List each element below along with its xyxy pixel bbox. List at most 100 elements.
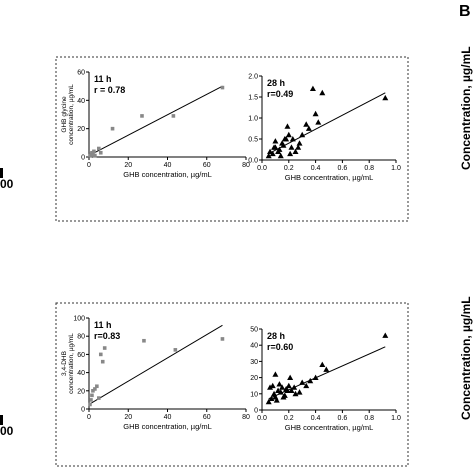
scatter-plot-4: 0.0 0.2 0.4 0.6 0.8 1.0 0 10 20 30 40 50 GHB concent… [250, 327, 401, 433]
y-tick-label: 10 [250, 391, 258, 398]
right-axis-label-bottom: Concentration, µg/mL [459, 296, 473, 420]
x-tick-label: 0.8 [364, 165, 374, 172]
data-point [91, 152, 95, 156]
y-tick-label: 40 [77, 370, 85, 377]
data-point [271, 144, 278, 150]
data-point [292, 148, 299, 154]
y-tick-label: 1.5 [248, 95, 258, 102]
edge-mark-bottom [0, 415, 3, 425]
annotation-time: 28 h [267, 331, 285, 341]
data-point [273, 397, 280, 403]
scatter-plot-2: 0.0 0.2 0.4 0.6 0.8 1.0 0.0 0.5 1.0 1.5 2.0 GHB con… [248, 74, 401, 183]
data-point [268, 395, 275, 402]
data-point [289, 136, 296, 142]
data-point [299, 131, 306, 138]
data-point [292, 390, 299, 397]
data-point [98, 352, 103, 357]
panel-letter-b: B [459, 3, 471, 20]
data-point [173, 348, 178, 352]
data-point [95, 384, 99, 389]
annotation-r: r=0.60 [267, 342, 293, 352]
x-tick-label: 60 [203, 414, 211, 421]
y-tick-label: 30 [250, 359, 258, 366]
x-tick-label: 60 [203, 162, 211, 169]
data-point [93, 153, 97, 158]
y-tick-label: 40 [250, 343, 258, 350]
data-point [171, 114, 176, 118]
y-tick-label: 20 [77, 126, 85, 133]
data-point [276, 381, 283, 387]
x-axis-label: GHB concentration, µg/mL [123, 170, 212, 179]
x-axis-label: GHB concentration, µg/mL [285, 173, 374, 182]
data-point [277, 152, 284, 159]
data-point [140, 114, 144, 118]
y-tick-label: 2.0 [248, 74, 258, 81]
y-tick-label: 0.5 [248, 137, 258, 144]
x-tick-label: 1.0 [391, 165, 401, 172]
data-point [291, 384, 298, 390]
data-point [284, 387, 291, 393]
right-axis-label-top: Concentration, µg/mL [459, 46, 473, 170]
x-tick-label: 80 [242, 162, 250, 169]
y-tick-label: 0 [81, 155, 85, 162]
x-tick-label: 0.8 [364, 415, 374, 422]
data-point [307, 377, 314, 384]
data-point [267, 148, 274, 154]
data-point [287, 374, 294, 380]
group-frame-bottom [55, 302, 409, 467]
y-tick-label: 80 [77, 334, 85, 341]
y-axis-label-line2: concentration, µg/mL [68, 84, 75, 145]
x-tick-label: 0.4 [311, 415, 321, 422]
data-point [97, 146, 101, 151]
y-tick-label: 1.0 [248, 116, 258, 123]
data-point [269, 382, 276, 389]
y-tick-label: 100 [73, 316, 85, 323]
x-tick-label: 1.0 [391, 415, 401, 422]
annotation-time: 28 h [267, 78, 285, 88]
data-point [281, 136, 288, 142]
x-tick-label: 0.6 [338, 415, 348, 422]
x-tick-label: 40 [164, 414, 172, 421]
data-point [288, 144, 295, 150]
data-point [319, 361, 326, 368]
data-point [296, 389, 303, 395]
data-point [382, 332, 389, 338]
data-point [272, 371, 279, 377]
data-point [303, 382, 310, 389]
data-point [287, 150, 294, 157]
y-tick-label: 60 [77, 70, 85, 77]
x-tick-label: 0.2 [284, 165, 294, 172]
y-tick-label: 20 [250, 375, 258, 382]
data-point [303, 121, 310, 127]
data-point [305, 125, 312, 131]
y-tick-label: 50 [250, 327, 258, 334]
data-point [312, 374, 319, 380]
data-point [277, 389, 284, 395]
data-point [309, 85, 316, 91]
y-axis-label: 3,4-DHB [61, 351, 68, 376]
x-tick-label: 0 [87, 162, 91, 169]
data-point [280, 394, 287, 400]
data-point [98, 150, 103, 155]
y-tick-label: 0 [81, 407, 85, 414]
scatter-plot-3: 0 20 40 60 80 0 20 40 60 80 100 GHB concentration, … [61, 316, 250, 432]
edge-label-bottom: 00 [0, 424, 14, 438]
data-point [296, 140, 303, 146]
x-tick-label: 20 [124, 162, 132, 169]
x-tick-label: 0 [87, 414, 91, 421]
data-point [276, 146, 283, 152]
x-axis-label: GHB concentration, µg/mL [123, 422, 212, 431]
regression-line [268, 92, 386, 155]
data-point [89, 398, 93, 402]
data-point [323, 366, 330, 372]
y-axis-label-line2: concentration, µg/mL [68, 333, 75, 394]
data-point [312, 110, 319, 117]
data-point [319, 89, 326, 96]
data-point [284, 123, 291, 129]
y-axis-label: GHB glycine [61, 96, 68, 133]
annotation-time: 11 h [94, 320, 112, 330]
data-point [90, 393, 94, 398]
data-point [93, 387, 97, 391]
edge-mark-top [0, 168, 3, 178]
